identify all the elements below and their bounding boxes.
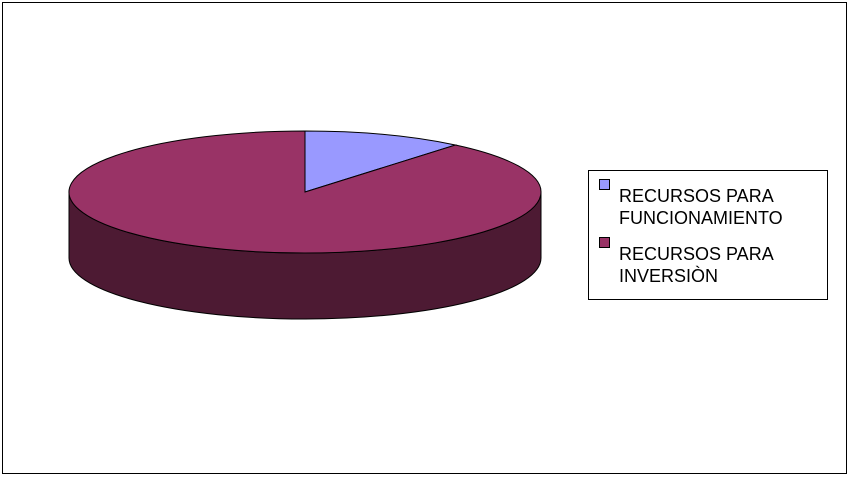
legend-swatch-inversion	[599, 237, 610, 248]
legend: RECURSOS PARA FUNCIONAMIENTO RECURSOS PA…	[588, 170, 828, 300]
pie-slice-inversion	[68, 130, 542, 254]
legend-label-funcionamiento: RECURSOS PARA FUNCIONAMIENTO	[619, 186, 783, 228]
pie-slice-funcionamiento	[304, 130, 458, 193]
legend-swatch-funcionamiento	[599, 179, 610, 190]
legend-label-inversion: RECURSOS PARA INVERSIÒN	[619, 244, 774, 286]
